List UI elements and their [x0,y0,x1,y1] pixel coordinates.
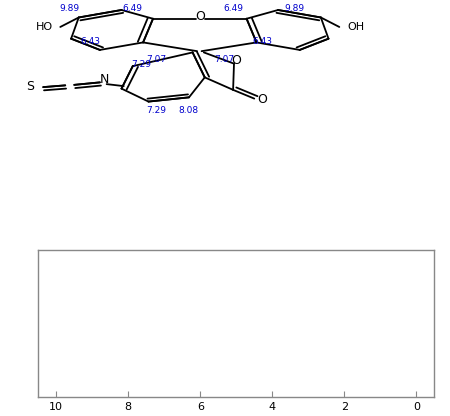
Text: OH: OH [347,22,364,32]
Text: 7.29: 7.29 [131,60,151,69]
Text: S: S [27,80,35,93]
Text: 7.29: 7.29 [146,106,166,115]
Text: 9.89: 9.89 [60,4,80,13]
Text: 6.43: 6.43 [252,37,272,46]
Text: O: O [257,93,267,106]
Text: 6.43: 6.43 [80,37,100,46]
Text: O: O [231,54,241,67]
Text: O: O [195,10,205,23]
Text: 7.07: 7.07 [214,55,234,64]
Text: 7.07: 7.07 [147,55,166,64]
Text: 6.49: 6.49 [123,4,143,13]
Text: HO: HO [36,22,53,32]
Text: N: N [100,73,109,87]
Text: 8.08: 8.08 [178,106,198,115]
Text: 6.49: 6.49 [223,4,243,13]
Text: 9.89: 9.89 [285,4,305,13]
